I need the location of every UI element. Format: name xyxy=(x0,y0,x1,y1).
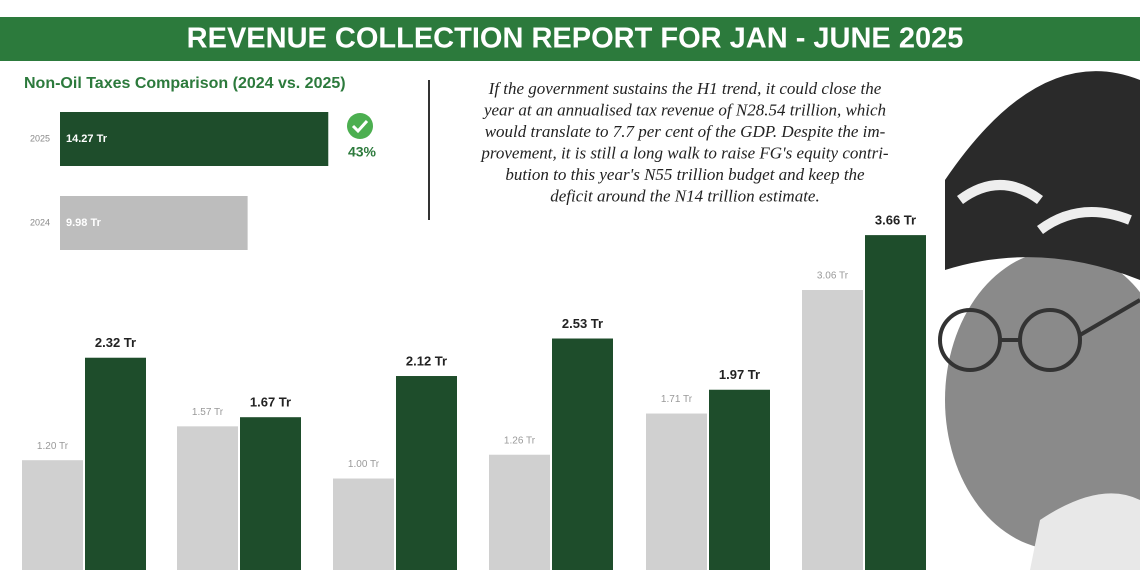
bar xyxy=(802,290,863,570)
note-line: year at an annualised tax revenue of N28… xyxy=(482,100,886,119)
note-line: provement, it is still a long walk to ra… xyxy=(480,143,889,162)
title-banner xyxy=(0,17,1140,61)
value-label: 1.71 Tr xyxy=(661,394,693,405)
check-mark xyxy=(351,119,369,134)
bar xyxy=(22,460,83,570)
note-line: deficit around the N14 trillion estimate… xyxy=(550,186,819,205)
value-label: 2.12 Tr xyxy=(406,353,447,368)
value-label: 2.53 Tr xyxy=(562,316,603,331)
value-label: 1.67 Tr xyxy=(250,395,291,410)
portrait-cap xyxy=(945,71,1140,280)
portrait-cloth xyxy=(1030,493,1140,570)
portrait-glasses xyxy=(1000,298,1140,342)
change-label: 43% xyxy=(348,144,377,160)
bar xyxy=(333,478,394,570)
title: REVENUE COLLECTION REPORT FOR JAN - JUNE… xyxy=(187,23,964,55)
bar xyxy=(552,338,613,570)
value-label: 3.66 Tr xyxy=(875,213,916,228)
value-label: 1.57 Tr xyxy=(192,407,224,418)
check-icon xyxy=(347,113,373,139)
value-label: 1.00 Tr xyxy=(348,459,380,470)
bar xyxy=(60,196,248,250)
bar xyxy=(60,112,329,166)
bar xyxy=(646,413,707,570)
note-line: If the government sustains the H1 trend,… xyxy=(488,79,882,98)
value-label: 1.20 Tr xyxy=(37,441,69,452)
bar xyxy=(865,235,926,570)
value-label: 2.32 Tr xyxy=(95,335,136,350)
portrait-cap-pattern xyxy=(957,180,1132,235)
value-label: 3.06 Tr xyxy=(817,271,849,282)
y-tick-label: 2025 xyxy=(30,133,50,143)
bar xyxy=(489,454,550,570)
bar xyxy=(240,417,301,570)
bar xyxy=(177,426,238,570)
bar xyxy=(85,357,146,570)
value-label: 14.27 Tr xyxy=(66,133,108,145)
bar xyxy=(709,389,770,570)
value-label: 1.26 Tr xyxy=(504,435,536,446)
bar xyxy=(396,376,457,570)
value-label: 9.98 Tr xyxy=(66,217,102,229)
y-tick-label: 2024 xyxy=(30,217,50,227)
portrait xyxy=(938,71,1140,570)
note-line: bution to this year's N55 trillion budge… xyxy=(505,165,865,184)
note-line: would translate to 7.7 per cent of the G… xyxy=(485,122,886,141)
value-label: 1.97 Tr xyxy=(719,367,760,382)
chart-title: Non-Oil Taxes Comparison (2024 vs. 2025) xyxy=(24,75,346,92)
